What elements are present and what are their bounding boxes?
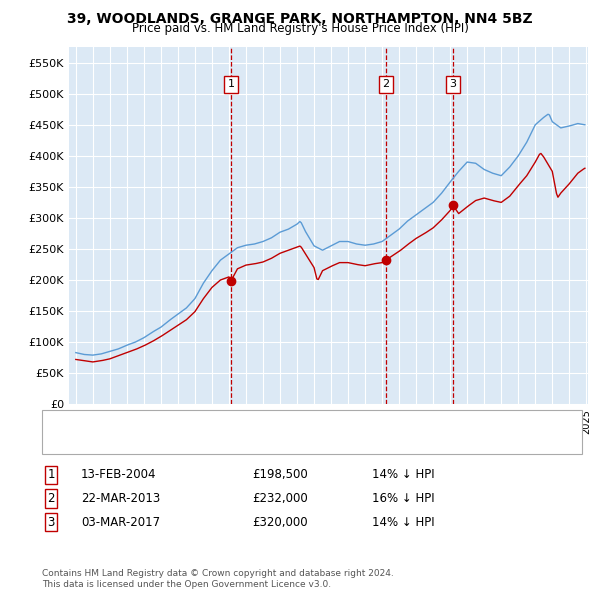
Text: ——: ——	[51, 417, 76, 430]
Text: 22-MAR-2013: 22-MAR-2013	[81, 492, 160, 505]
Text: 3: 3	[47, 516, 55, 529]
Text: 3: 3	[449, 80, 457, 90]
Text: 14% ↓ HPI: 14% ↓ HPI	[372, 468, 434, 481]
Text: £198,500: £198,500	[252, 468, 308, 481]
Text: 1: 1	[227, 80, 235, 90]
Text: 16% ↓ HPI: 16% ↓ HPI	[372, 492, 434, 505]
Text: Price paid vs. HM Land Registry's House Price Index (HPI): Price paid vs. HM Land Registry's House …	[131, 22, 469, 35]
Text: 03-MAR-2017: 03-MAR-2017	[81, 516, 160, 529]
Text: 1: 1	[47, 468, 55, 481]
Text: 39, WOODLANDS, GRANGE PARK, NORTHAMPTON, NN4 5BZ (detached house): 39, WOODLANDS, GRANGE PARK, NORTHAMPTON,…	[75, 418, 481, 428]
Text: 39, WOODLANDS, GRANGE PARK, NORTHAMPTON, NN4 5BZ: 39, WOODLANDS, GRANGE PARK, NORTHAMPTON,…	[67, 12, 533, 26]
Text: Contains HM Land Registry data © Crown copyright and database right 2024.
This d: Contains HM Land Registry data © Crown c…	[42, 569, 394, 589]
Text: ——: ——	[51, 435, 76, 448]
Text: 14% ↓ HPI: 14% ↓ HPI	[372, 516, 434, 529]
Text: £320,000: £320,000	[252, 516, 308, 529]
Text: £232,000: £232,000	[252, 492, 308, 505]
Text: 2: 2	[47, 492, 55, 505]
Text: 2: 2	[382, 80, 389, 90]
Text: 13-FEB-2004: 13-FEB-2004	[81, 468, 157, 481]
Text: HPI: Average price, detached house, West Northamptonshire: HPI: Average price, detached house, West…	[75, 437, 392, 446]
